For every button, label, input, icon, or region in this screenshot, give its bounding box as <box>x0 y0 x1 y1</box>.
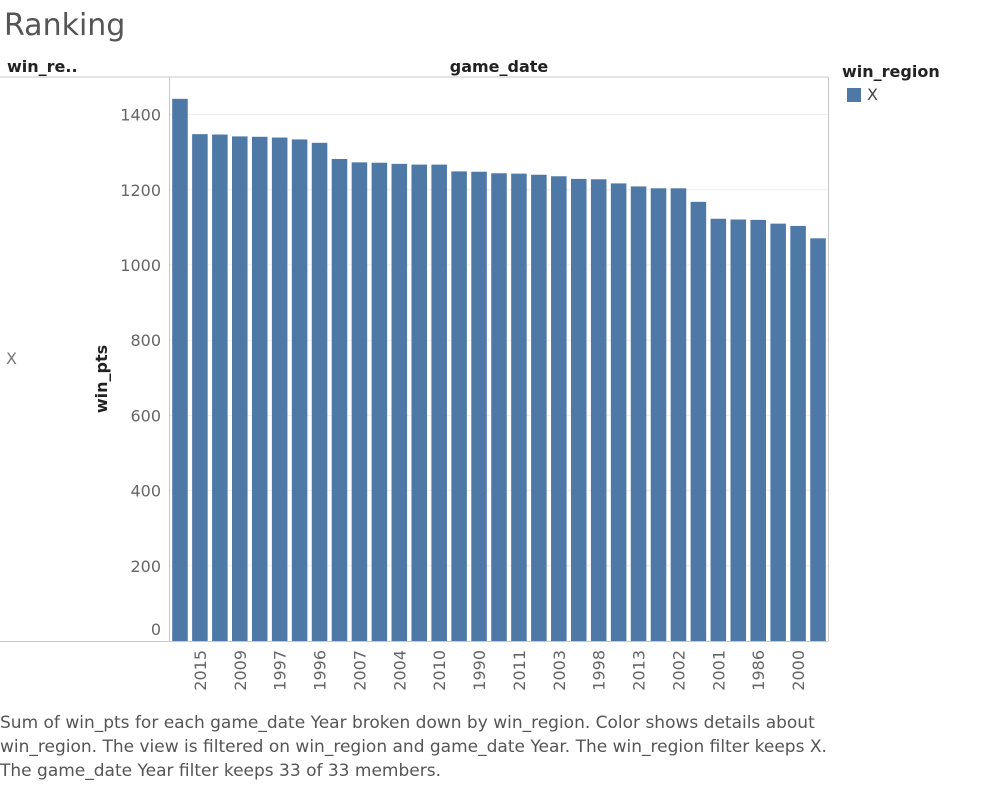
legend-swatch <box>847 87 861 102</box>
bar[interactable] <box>271 137 288 642</box>
x-tick-label: 2009 <box>231 650 250 691</box>
x-tick-label: 1996 <box>311 650 330 691</box>
bar[interactable] <box>232 136 248 641</box>
bar[interactable] <box>351 162 368 641</box>
x-tick-label: 2004 <box>390 650 409 691</box>
y-tick-label: 800 <box>130 331 161 350</box>
bar[interactable] <box>790 225 806 641</box>
x-tick-label: 1986 <box>749 650 768 691</box>
y-tick-label: 0 <box>151 620 161 639</box>
column-header: game_date <box>449 57 549 76</box>
legend-item-label: X <box>867 85 878 104</box>
bar[interactable] <box>730 219 747 642</box>
bar[interactable] <box>531 174 547 641</box>
bar[interactable] <box>331 158 348 641</box>
x-tick-label: 2010 <box>430 650 449 691</box>
bar[interactable] <box>570 178 587 641</box>
row-value-label: X <box>6 349 17 368</box>
bar[interactable] <box>770 223 786 641</box>
bar[interactable] <box>491 173 507 641</box>
bar[interactable] <box>431 164 447 642</box>
bar[interactable] <box>551 176 567 641</box>
bar[interactable] <box>750 219 766 641</box>
bar[interactable] <box>670 188 687 642</box>
bar[interactable] <box>311 142 328 642</box>
bar[interactable] <box>630 186 647 642</box>
legend: win_region X <box>842 62 940 104</box>
bar[interactable] <box>212 134 228 641</box>
bar[interactable] <box>391 163 408 642</box>
chart-caption: Sum of win_pts for each game_date Year b… <box>0 713 827 781</box>
bar[interactable] <box>511 173 527 641</box>
bar[interactable] <box>251 136 268 641</box>
bar[interactable] <box>650 188 667 642</box>
y-tick-label: 1200 <box>120 181 161 200</box>
bar[interactable] <box>371 162 388 642</box>
y-tick-label: 1000 <box>120 256 161 275</box>
bar[interactable] <box>411 164 428 642</box>
y-axis-label: win_pts <box>92 345 111 413</box>
x-tick-label: 1998 <box>590 650 609 691</box>
x-tick-label: 1997 <box>271 650 290 691</box>
x-tick-label: 2003 <box>550 650 569 691</box>
y-tick-label: 400 <box>130 482 161 501</box>
axis-layer: 0 200 400 600 800 1000 1200 1400 win_pts 2015 2009… <box>0 76 829 691</box>
x-tick-label: 2002 <box>669 650 688 691</box>
bar-chart: 0 200 400 600 800 1000 1200 1400 win_pts 2015 2009… <box>0 76 829 691</box>
page-title: Ranking <box>4 8 126 43</box>
legend-title: win_region <box>842 62 940 81</box>
bar[interactable] <box>590 179 607 641</box>
bar[interactable] <box>172 98 188 641</box>
x-tick-label: 1990 <box>470 650 489 691</box>
bar[interactable] <box>291 139 308 642</box>
x-tick-label: 2013 <box>630 650 649 691</box>
bar[interactable] <box>192 134 208 641</box>
legend-item[interactable]: X <box>847 85 940 104</box>
y-tick-label: 1400 <box>120 106 161 125</box>
y-tick-label: 600 <box>130 406 161 425</box>
row-header: win_re.. <box>7 57 78 76</box>
x-tick-label: 2000 <box>789 650 808 691</box>
x-tick-label: 2007 <box>350 650 369 691</box>
bar[interactable] <box>810 238 826 642</box>
bar[interactable] <box>710 218 727 641</box>
y-tick-label: 200 <box>130 557 161 576</box>
x-tick-label: 2015 <box>191 650 210 691</box>
bar[interactable] <box>610 183 627 641</box>
bar[interactable] <box>471 171 487 641</box>
x-tick-label: 2001 <box>709 650 728 691</box>
bar[interactable] <box>451 171 467 641</box>
bar[interactable] <box>690 201 707 641</box>
x-tick-label: 2011 <box>510 650 529 691</box>
bars-layer <box>172 98 826 642</box>
